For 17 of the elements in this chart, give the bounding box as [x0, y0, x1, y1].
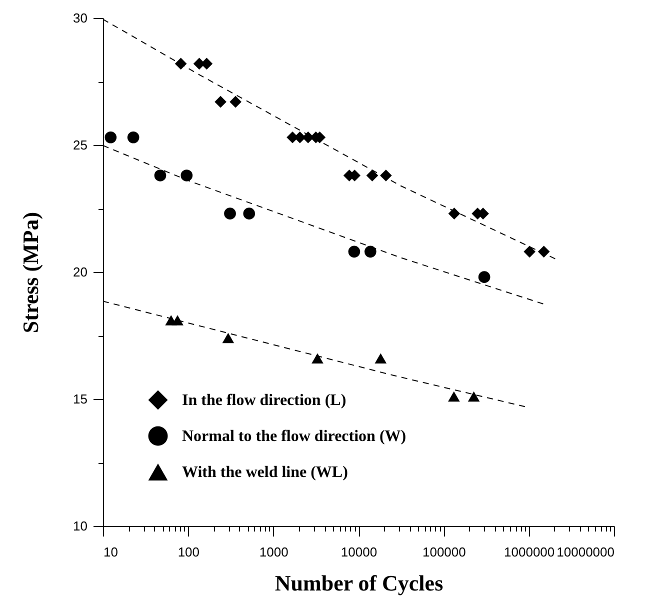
- legend-label: In the flow direction (L): [182, 392, 346, 409]
- y-axis-title: Stress (MPa): [18, 212, 44, 334]
- x-tick-label: 10: [104, 544, 118, 560]
- x-axis-title: Number of Cycles: [274, 570, 444, 596]
- x-tick-label: 10000000: [556, 544, 614, 560]
- legend-label: Normal to the flow direction (W): [182, 428, 406, 445]
- x-tick-label: 1000: [259, 544, 288, 560]
- x-tick-label: 100: [178, 544, 200, 560]
- y-tick-label: 15: [73, 392, 88, 406]
- legend-label: With the weld line (WL): [182, 464, 348, 481]
- y-tick-label: 25: [73, 138, 88, 152]
- y-tick-label: 20: [73, 264, 88, 280]
- y-tick-label: 30: [73, 10, 88, 26]
- y-tick-label: 10: [73, 518, 88, 534]
- x-tick-label: 100000: [422, 544, 466, 560]
- x-tick-label: 10000: [340, 544, 378, 560]
- x-tick-label: 1000000: [504, 544, 555, 560]
